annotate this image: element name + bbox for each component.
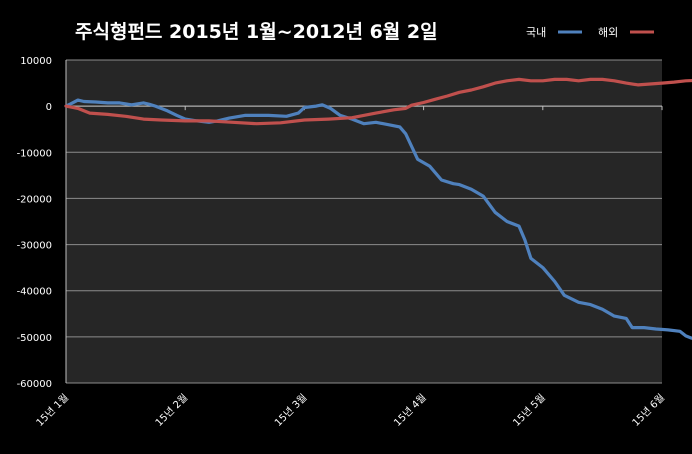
x-tick-label: 15년 4월 bbox=[391, 392, 428, 429]
legend-label: 국내 bbox=[526, 26, 546, 39]
y-tick-label: 10000 bbox=[20, 56, 52, 67]
x-tick-label: 15년 1월 bbox=[34, 392, 71, 429]
y-tick-label: -10000 bbox=[17, 148, 52, 159]
legend-label: 해외 bbox=[598, 25, 618, 39]
series-line-국내 bbox=[64, 98, 692, 340]
x-tick-label: 15년 3월 bbox=[272, 392, 309, 429]
x-tick-label: 15년 6월 bbox=[630, 392, 667, 429]
y-tick-label: -20000 bbox=[17, 194, 52, 205]
x-tick-label: 15년 2월 bbox=[153, 392, 190, 429]
y-tick-label: -30000 bbox=[17, 241, 52, 252]
y-tick-label: -50000 bbox=[17, 333, 52, 344]
x-axis-tick-labels: 15년 1월 15년 2월 15년 3월 15년 4월 15년 5월 15년 6월 bbox=[34, 392, 667, 429]
series-line-해외 bbox=[64, 77, 692, 126]
series-lines bbox=[64, 77, 692, 340]
y-axis-tick-labels: 10000 0 -10000 -20000 -30000 -40000 -50000 -600… bbox=[17, 56, 52, 390]
x-tick-label: 15년 5월 bbox=[511, 392, 548, 429]
legend: 국내 해외 bbox=[526, 25, 654, 39]
plot-area bbox=[66, 60, 662, 383]
y-tick-label: -60000 bbox=[17, 379, 52, 390]
gridlines bbox=[65, 59, 663, 384]
y-tick-label: -40000 bbox=[17, 287, 52, 298]
chart-title: 주식형펀드 2015년 1월~2012년 6월 2일 bbox=[75, 21, 438, 43]
y-tick-label: 0 bbox=[46, 102, 52, 113]
